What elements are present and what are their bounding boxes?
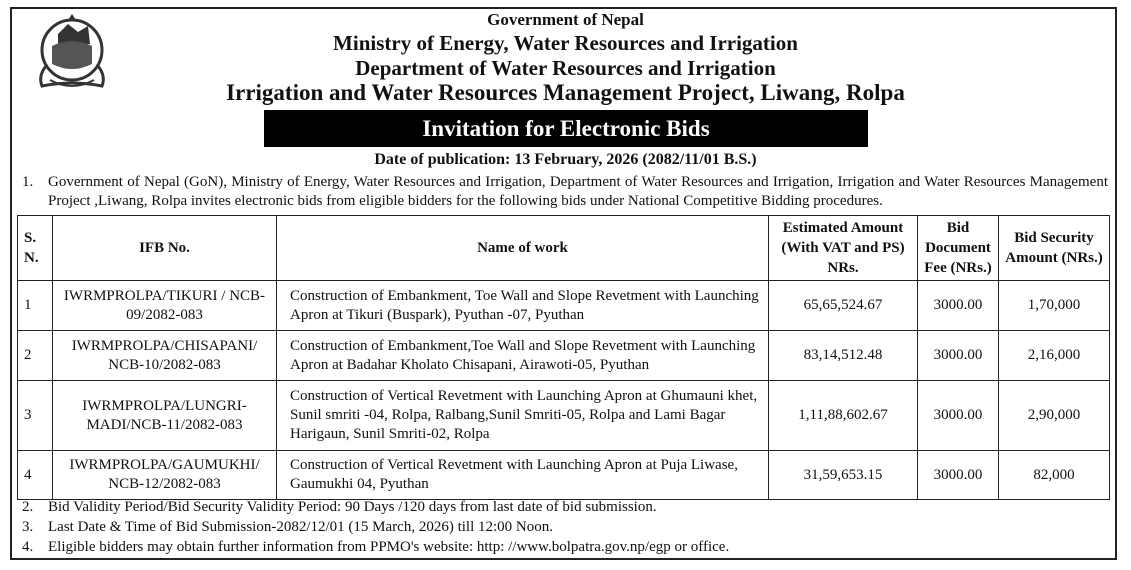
department-title: Department of Water Resources and Irriga…	[355, 56, 776, 80]
notice-border	[10, 7, 1117, 560]
note-number: 3.	[22, 519, 34, 535]
cell-amount: 83,14,512.48	[768, 330, 918, 381]
col-work: Name of work	[276, 215, 769, 281]
table-row: 4 IWRMPROLPA/GAUMUKHI/ NCB-12/2082-083 C…	[17, 450, 1110, 500]
publication-date: Date of publication: 13 February, 2026 (…	[374, 151, 757, 168]
note-number: 2.	[22, 499, 34, 515]
cell-ifb: IWRMPROLPA/CHISAPANI/ NCB-10/2082-083	[52, 330, 277, 381]
cell-security: 2,90,000	[998, 380, 1110, 451]
cell-fee: 3000.00	[917, 380, 999, 451]
col-sn: S. N.	[17, 215, 53, 281]
cell-amount: 31,59,653.15	[768, 450, 918, 500]
cell-security: 82,000	[998, 450, 1110, 500]
intro-number: 1.	[22, 174, 34, 190]
note-text: Last Date & Time of Bid Submission-2082/…	[48, 519, 553, 535]
cell-fee: 3000.00	[917, 330, 999, 381]
nepal-emblem-icon	[39, 14, 105, 88]
cell-sn: 2	[17, 330, 53, 381]
cell-security: 1,70,000	[998, 280, 1110, 331]
gov-title: Government of Nepal	[487, 10, 644, 29]
cell-sn: 3	[17, 380, 53, 451]
cell-work: Construction of Vertical Revetment with …	[276, 380, 769, 451]
cell-amount: 65,65,524.67	[768, 280, 918, 331]
cell-ifb: IWRMPROLPA/GAUMUKHI/ NCB-12/2082-083	[52, 450, 277, 500]
cell-work: Construction of Embankment, Toe Wall and…	[276, 280, 769, 331]
col-amount: Estimated Amount (With VAT and PS) NRs.	[768, 215, 918, 281]
cell-fee: 3000.00	[917, 280, 999, 331]
table-row: 1 IWRMPROLPA/TIKURI / NCB-09/2082-083 Co…	[17, 280, 1110, 331]
table-header-row: S. N. IFB No. Name of work Estimated Amo…	[17, 215, 1110, 281]
notice-banner: Invitation for Electronic Bids	[264, 110, 868, 147]
cell-sn: 1	[17, 280, 53, 331]
note-text: Bid Validity Period/Bid Security Validit…	[48, 499, 657, 515]
cell-amount: 1,11,88,602.67	[768, 380, 918, 451]
cell-work: Construction of Vertical Revetment with …	[276, 450, 769, 500]
note-text: Eligible bidders may obtain further info…	[48, 539, 730, 555]
intro-text: Government of Nepal (GoN), Ministry of E…	[48, 174, 1108, 209]
project-title: Irrigation and Water Resources Managemen…	[226, 80, 905, 105]
cell-work: Construction of Embankment,Toe Wall and …	[276, 330, 769, 381]
col-ifb: IFB No.	[52, 215, 277, 281]
note-number: 4.	[22, 539, 34, 555]
cell-security: 2,16,000	[998, 330, 1110, 381]
bids-table: S. N. IFB No. Name of work Estimated Amo…	[17, 215, 1110, 500]
col-security: Bid Security Amount (NRs.)	[998, 215, 1110, 281]
table-row: 2 IWRMPROLPA/CHISAPANI/ NCB-10/2082-083 …	[17, 330, 1110, 381]
col-fee: Bid Document Fee (NRs.)	[917, 215, 999, 281]
cell-ifb: IWRMPROLPA/TIKURI / NCB-09/2082-083	[52, 280, 277, 331]
ministry-title: Ministry of Energy, Water Resources and …	[333, 31, 798, 55]
cell-sn: 4	[17, 450, 53, 500]
table-row: 3 IWRMPROLPA/LUNGRI-MADI/NCB-11/2082-083…	[17, 380, 1110, 451]
cell-fee: 3000.00	[917, 450, 999, 500]
cell-ifb: IWRMPROLPA/LUNGRI-MADI/NCB-11/2082-083	[52, 380, 277, 451]
